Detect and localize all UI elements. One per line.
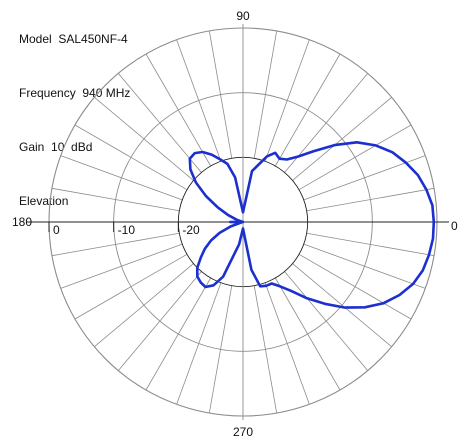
pattern-point [266,155,268,157]
pattern-point [364,306,366,308]
angle-label-0: 0 [451,219,458,233]
pattern-point [222,275,224,277]
pattern-point [251,170,253,172]
plane-label: Elevation [19,194,69,208]
pattern-point [236,219,238,221]
antenna-info-block: Model SAL450NF-4 Frequency 940 MHz Gain … [19,0,130,228]
pattern-point [229,221,231,223]
pattern-point [219,158,221,160]
pattern-point [356,141,358,143]
pattern-point [417,174,419,176]
angle-label-180: 180 [12,215,32,229]
pattern-point [201,151,203,153]
radiation-pattern-series [188,141,436,309]
pattern-point [241,221,243,223]
pattern-point [425,188,427,190]
pattern-points [189,141,435,309]
model-label: Model SAL450NF-4 [19,32,128,46]
pattern-point [278,158,280,160]
pattern-point [204,248,206,250]
pattern-point [242,227,244,229]
radial-tick-minus10: -10 [118,223,136,237]
pattern-point [431,204,433,206]
pattern-point [313,150,315,152]
pattern-point [333,144,335,146]
pattern-point [297,155,299,157]
pattern-point [212,284,214,286]
angle-label-90: 90 [236,9,250,23]
pattern-point [238,243,240,245]
pattern-point [375,144,377,146]
pattern-point [196,275,198,277]
pattern-point [205,195,207,197]
pattern-point [286,158,288,160]
pattern-point [279,285,281,287]
pattern-point [227,214,229,216]
radial-tick-0: 0 [53,223,60,237]
pattern-point [290,290,292,292]
pattern-point [432,237,434,239]
pattern-point [189,168,191,170]
pattern-point [200,281,202,283]
pattern-point [250,269,252,271]
pattern-point [391,151,393,153]
pattern-point [217,206,219,208]
pattern-point [226,163,228,165]
angle-label-270: 270 [233,425,253,439]
pattern-point [230,225,232,227]
pattern-point [265,285,267,287]
frequency-label: Frequency 940 MHz [19,86,131,100]
pattern-point [242,211,244,213]
pattern-point [210,153,212,155]
pattern-point [306,297,308,299]
pattern-point [194,152,196,154]
polar-grid [27,24,449,420]
chart-labels: 90 180 0 270 0 -10 -20 [12,9,458,439]
pattern-point [218,232,220,234]
pattern-point [412,283,414,285]
pattern-point [428,254,430,256]
pattern-point [189,157,191,159]
pattern-point [344,306,346,308]
pattern-point [204,286,206,288]
pattern-point [234,176,236,178]
gain-label: Gain 10 dBd [19,140,93,154]
pattern-point [398,294,400,296]
radial-tick-minus20: -20 [182,223,200,237]
pattern-point [324,303,326,305]
pattern-point [405,162,407,164]
pattern-point [422,269,424,271]
pattern-point [259,285,261,287]
pattern-point [196,267,198,269]
pattern-point [382,302,384,304]
pattern-point [274,152,276,154]
pattern-point [270,282,272,284]
pattern-point [200,256,202,258]
pattern-point [195,181,197,183]
pattern-point [210,239,212,241]
pattern-point [433,221,435,223]
